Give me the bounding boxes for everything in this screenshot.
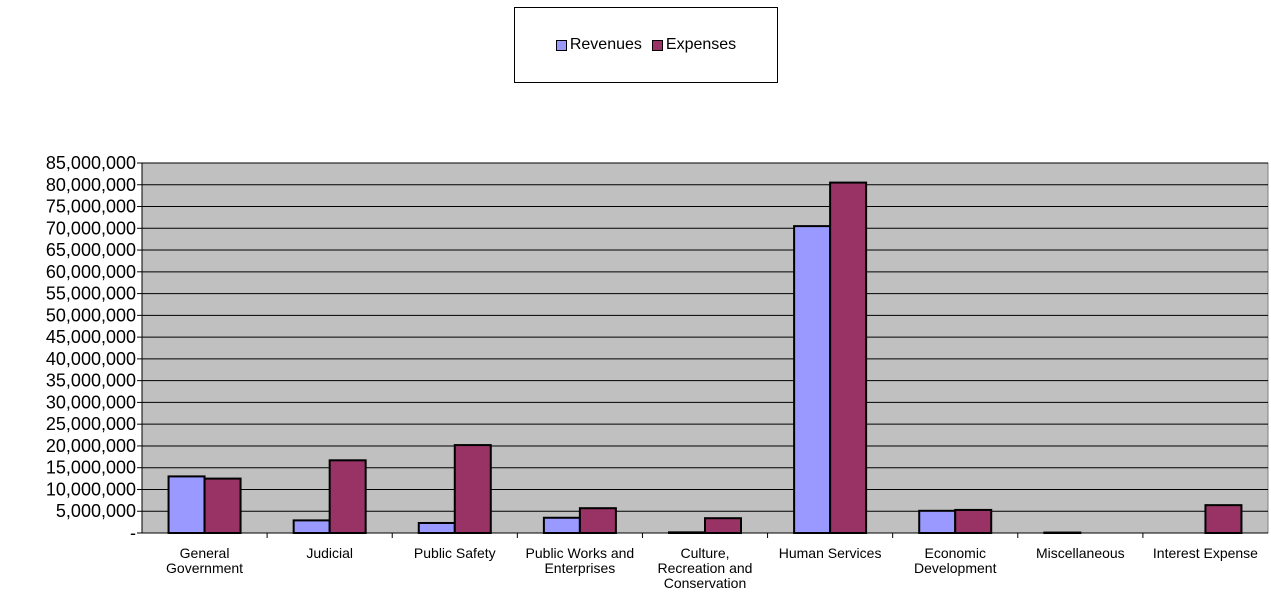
y-tick-label: 15,000,000 bbox=[46, 458, 136, 478]
bar-expenses bbox=[829, 181, 868, 535]
plot-area bbox=[141, 162, 1269, 534]
y-tick-label: 25,000,000 bbox=[46, 414, 136, 434]
y-tick-label: 5,000,000 bbox=[56, 501, 136, 521]
y-tick-label: 70,000,000 bbox=[46, 218, 136, 238]
bar-revenues bbox=[793, 225, 832, 534]
y-tick-label: 35,000,000 bbox=[46, 371, 136, 391]
legend-swatch-revenues bbox=[555, 39, 567, 51]
x-tick-label: Interest Expense bbox=[1153, 545, 1258, 561]
x-tick-label: Public Works and bbox=[526, 545, 635, 561]
x-tick-label: Enterprises bbox=[544, 560, 615, 576]
x-tick-label: General bbox=[180, 545, 230, 561]
x-tick-label: Recreation and bbox=[658, 560, 753, 576]
legend: Revenues Expenses bbox=[514, 7, 778, 83]
x-tick-label: Conservation bbox=[664, 575, 747, 591]
bar-revenues bbox=[668, 531, 706, 534]
bar-revenues bbox=[292, 519, 331, 534]
x-tick-label: Public Safety bbox=[414, 545, 496, 561]
y-tick-label: 85,000,000 bbox=[46, 153, 136, 173]
bar-revenues bbox=[918, 509, 957, 534]
bar-expenses bbox=[328, 459, 367, 534]
legend-label-expenses: Expenses bbox=[665, 36, 737, 53]
x-tick-label: Human Services bbox=[779, 545, 882, 561]
bar-expenses bbox=[203, 477, 242, 534]
bar-expenses bbox=[704, 517, 742, 535]
y-tick-label: 80,000,000 bbox=[46, 175, 136, 195]
bar-expenses bbox=[453, 444, 492, 534]
y-tick-label: 60,000,000 bbox=[46, 262, 136, 282]
x-tick-label: Miscellaneous bbox=[1036, 545, 1125, 561]
bar-revenues bbox=[167, 475, 206, 535]
bar-expenses bbox=[1204, 504, 1243, 534]
legend-item-expenses: Expenses bbox=[651, 36, 737, 54]
bar-revenues bbox=[417, 521, 456, 534]
x-tick-label: Culture, bbox=[680, 545, 729, 561]
y-tick-label: 75,000,000 bbox=[46, 197, 136, 217]
y-tick-label: 40,000,000 bbox=[46, 349, 136, 369]
x-tick-label: Government bbox=[166, 560, 243, 576]
y-tick-label: 50,000,000 bbox=[46, 305, 136, 325]
y-tick-label: 65,000,000 bbox=[46, 240, 136, 260]
y-tick-label: 45,000,000 bbox=[46, 327, 136, 347]
legend-item-revenues: Revenues bbox=[555, 36, 642, 54]
y-tick-label: - bbox=[130, 523, 136, 543]
y-tick-label: 10,000,000 bbox=[46, 479, 136, 499]
legend-label-revenues: Revenues bbox=[569, 36, 642, 53]
x-tick-label: Judicial bbox=[306, 545, 353, 561]
y-tick-label: 20,000,000 bbox=[46, 436, 136, 456]
y-tick-label: 55,000,000 bbox=[46, 284, 136, 304]
bar-expenses bbox=[578, 507, 617, 534]
x-tick-label: Economic bbox=[924, 545, 985, 561]
legend-swatch-expenses bbox=[651, 39, 663, 51]
bar-expenses bbox=[954, 508, 993, 535]
bar-revenues bbox=[542, 516, 581, 535]
y-tick-label: 30,000,000 bbox=[46, 392, 136, 412]
x-tick-label: Development bbox=[914, 560, 997, 576]
